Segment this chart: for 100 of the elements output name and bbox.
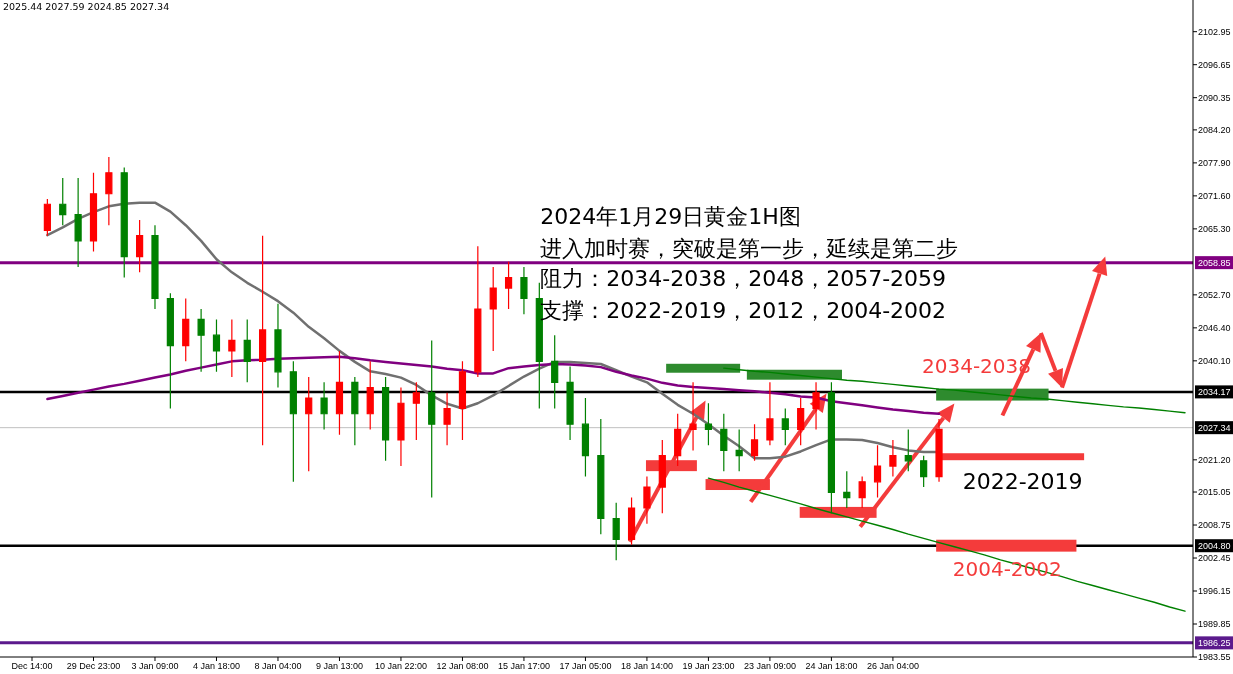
y-tick-label: 1983.55: [1198, 652, 1231, 663]
candlestick: [105, 156, 113, 226]
candlestick: [259, 235, 267, 446]
candlestick: [305, 376, 313, 472]
candlestick: [750, 423, 759, 462]
candlestick: [797, 397, 805, 446]
candlestick: [166, 292, 174, 410]
candlestick: [843, 470, 851, 509]
candlestick: [858, 475, 866, 509]
y-tick-label: 1989.85: [1198, 619, 1231, 630]
candlestick: [289, 360, 297, 483]
candlestick: [443, 392, 451, 446]
candlestick: [504, 261, 513, 310]
x-tick-label: 23 Jan 09:00: [743, 661, 796, 671]
candlestick: [182, 297, 190, 362]
annotation: 阻力：2034-2038，2048，2057-2059: [540, 266, 947, 292]
candlestick: [612, 502, 620, 561]
candlestick: [366, 360, 374, 431]
candlestick: [812, 381, 820, 431]
candlestick: [581, 397, 590, 478]
candlestick: [397, 386, 405, 467]
candlestick: [474, 245, 482, 378]
y-tick-label: 2065.30: [1198, 224, 1231, 235]
y-tick-label: 2102.95: [1198, 26, 1231, 37]
candlestick: [489, 266, 497, 352]
ref-line-label: 2034.17: [1198, 387, 1231, 398]
y-tick-label: 2090.35: [1198, 92, 1231, 103]
ref-line-label: 1986.25: [1198, 638, 1231, 649]
candlestick: [689, 381, 697, 451]
candlestick: [274, 303, 282, 389]
x-tick-label: 10 Jan 22:00: [374, 661, 427, 671]
candlestick: [920, 455, 928, 488]
x-tick-label: 3 Jan 09:00: [131, 661, 179, 671]
candlestick: [43, 198, 51, 237]
candlestick: [74, 177, 82, 268]
candlestick: [320, 381, 328, 431]
y-tick-label: 2096.65: [1198, 59, 1231, 70]
y-tick-label: 1996.15: [1198, 586, 1231, 597]
candlestick: [412, 381, 420, 441]
candlestick: [197, 308, 205, 373]
candlestick: [228, 318, 236, 378]
ref-line-label: 2027.34: [1198, 422, 1231, 433]
y-tick-label: 2021.20: [1198, 454, 1231, 465]
x-tick-label: 17 Jan 05:00: [559, 661, 612, 671]
candlestick: [935, 418, 943, 483]
x-tick-label: 8 Jan 04:00: [254, 661, 302, 671]
x-tick-label: 9 Jan 13:00: [315, 661, 363, 671]
candlestick: [59, 177, 67, 226]
candlestick: [151, 224, 159, 310]
x-tick-label: 15 Jan 17:00: [497, 661, 550, 671]
y-tick-label: 2052.70: [1198, 290, 1231, 300]
candlestick: [428, 339, 436, 499]
x-tick-label: 18 Jan 14:00: [620, 661, 673, 671]
candlestick: [904, 428, 912, 472]
x-tick-label: 4 Jan 18:00: [192, 661, 240, 671]
candlestick: [520, 266, 528, 315]
candlestick: [720, 413, 728, 472]
annotation: 2022-2019: [962, 469, 1083, 495]
text: 2024年1月29日黄金1H图: [540, 203, 801, 229]
candlestick: [243, 318, 251, 383]
x-tick-label: Dec 14:00: [11, 661, 53, 671]
candlestick: [735, 428, 743, 472]
candlestick: [873, 444, 882, 499]
y-tick-label: 2084.20: [1198, 125, 1231, 136]
candlestick: [535, 282, 543, 410]
x-tick-label: 29 Dec 23:00: [66, 661, 121, 671]
candlestick: [658, 439, 666, 514]
candlestick: [89, 172, 98, 252]
y-tick-label: 2077.90: [1198, 158, 1231, 169]
candlestick: [889, 439, 897, 478]
x-tick-label: 24 Jan 18:00: [805, 661, 858, 671]
x-tick-label: 12 Jan 08:00: [436, 661, 489, 671]
candlestick: [643, 475, 651, 525]
candlestick: [212, 318, 221, 373]
x-tick-label: 26 Jan 04:00: [866, 661, 919, 671]
candlestick: [627, 496, 636, 546]
x-tick-label: 19 Jan 23:00: [682, 661, 735, 671]
candlestick: [351, 376, 359, 446]
candlestick: [766, 381, 774, 446]
y-tick-label: 2040.10: [1198, 355, 1231, 366]
candlestick: [335, 350, 344, 436]
text: 进入加时赛，突破是第一步，延续是第二步: [540, 236, 959, 262]
candlestick: [674, 413, 682, 467]
candlestick: [781, 407, 789, 446]
ref-line-label: 2058.85: [1198, 257, 1231, 268]
candlestick: [704, 402, 713, 446]
candlestick: [120, 166, 128, 279]
candlestick: [566, 366, 574, 441]
candlestick: [136, 219, 144, 273]
y-tick-label: 2046.40: [1198, 323, 1231, 333]
y-tick-label: 2002.45: [1198, 553, 1231, 564]
y-tick-label: 2015.05: [1198, 487, 1231, 498]
y-tick-label: 2071.60: [1198, 191, 1231, 202]
candlestick: [458, 360, 467, 441]
candlestick: [597, 418, 605, 535]
y-tick-label: 2008.75: [1198, 520, 1231, 531]
annotation: 2025.44 2027.59 2024.85 2027.34: [3, 0, 170, 12]
ref-line-label: 2004.80: [1198, 540, 1231, 551]
candlestick: [381, 376, 390, 462]
candlestick: [551, 334, 559, 410]
